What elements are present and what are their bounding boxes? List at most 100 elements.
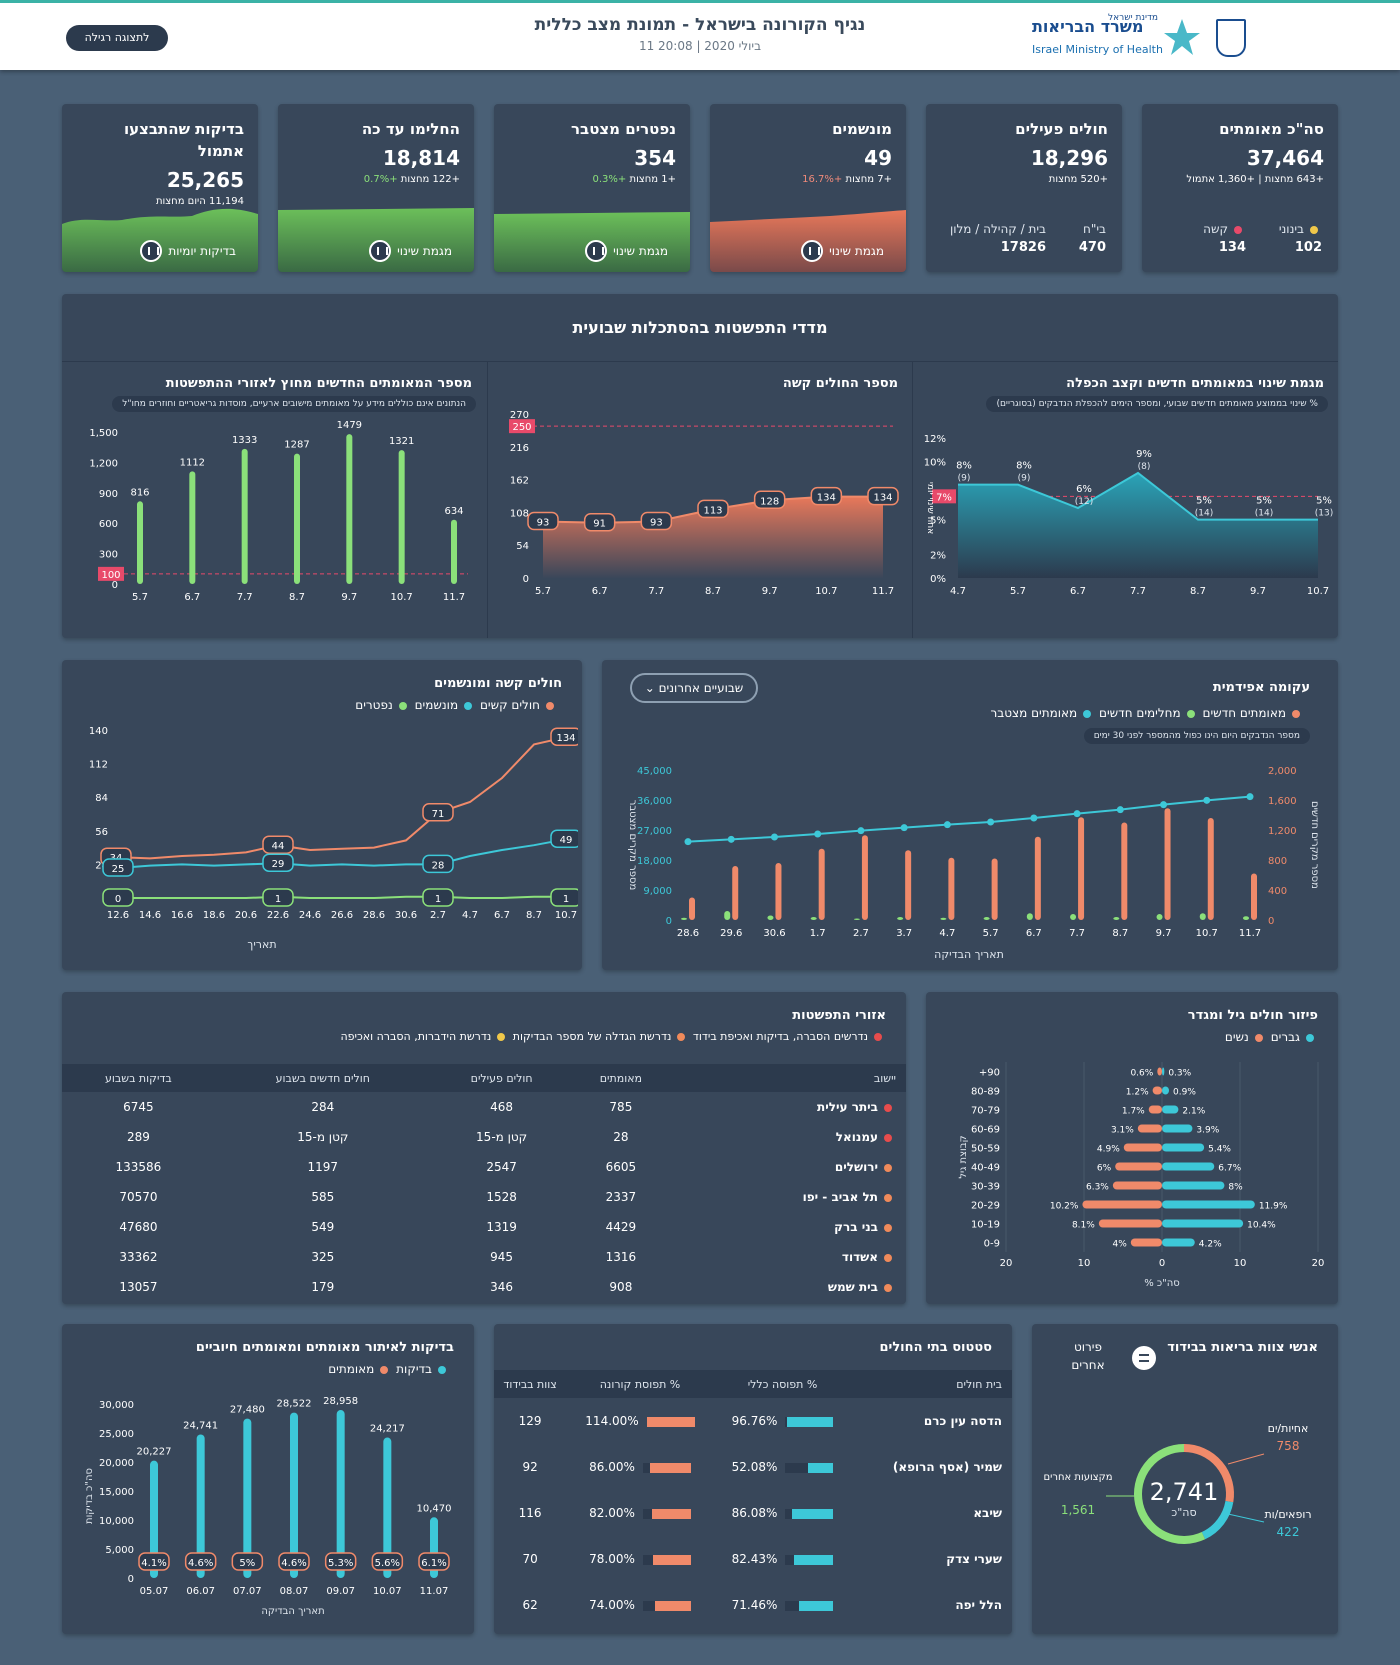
positive-rate-box	[418, 1552, 450, 1571]
doctors-value: 422	[1277, 1525, 1300, 1539]
bar-recovered	[1070, 914, 1077, 920]
table-row[interactable]: ירושלים 6605 2547 1197 133586	[62, 1152, 906, 1182]
table-row[interactable]: הדסה עין כרם 96.76% 114.00% 129	[494, 1398, 1012, 1444]
star-logo-icon	[1164, 19, 1200, 55]
page-date: 11 ביולי 2020 | 20:08	[638, 39, 762, 53]
kpi-tests: בדיקות שהתבצעו אתמול 25,265 11,194 היום …	[62, 104, 258, 272]
bar	[451, 519, 457, 584]
period-dropdown[interactable]: שבועיים אחרונים ⌄	[630, 673, 758, 703]
data-label-box	[583, 512, 616, 532]
vent-label: 49	[560, 835, 573, 846]
col-header[interactable]: מאומתים	[572, 1064, 670, 1092]
dead-label: 0	[115, 894, 121, 905]
table-row[interactable]: עמנואל 28 קטן מ-15 קטן מ-15 289	[62, 1122, 906, 1152]
data-label-box	[697, 499, 729, 519]
bar-recovered	[1026, 913, 1033, 920]
daily-tests-button[interactable]: בדיקות יומיות	[140, 240, 236, 262]
x-tick-label: 6.7	[184, 592, 200, 603]
x-tick-label: 7.7	[237, 592, 253, 603]
col-header[interactable]: % תפוסת קורונה	[566, 1370, 714, 1398]
x-tick-label: 8.7	[289, 592, 305, 603]
data-label-box	[810, 486, 843, 506]
trend-button[interactable]: מגמת שינוי	[585, 240, 668, 262]
dead-label: 1	[275, 894, 281, 905]
kpi-delta: 11,194 היום מחצות	[155, 196, 244, 207]
regular-view-button[interactable]: לתצוגה רגילה	[66, 25, 168, 51]
donut-segment	[1134, 1444, 1206, 1544]
col-header[interactable]: יישוב	[669, 1064, 906, 1092]
row-active: 2547	[486, 1160, 517, 1174]
men-value: 5.4%	[1208, 1145, 1231, 1155]
trend-button[interactable]: מגמת שינוי	[369, 240, 452, 262]
bar-men	[1162, 1105, 1179, 1114]
row-new: קטן מ-15	[297, 1130, 349, 1144]
threshold-badge	[932, 489, 956, 504]
x-tick-label: 10.7	[1196, 928, 1218, 939]
data-label: 93	[537, 518, 550, 529]
corona-bar	[655, 1600, 691, 1611]
kpi-value: 18,814	[382, 146, 460, 170]
bar-recovered	[1243, 916, 1249, 920]
y-tick-label: 10,000	[99, 1516, 134, 1527]
table-row[interactable]: שיבא 86.08% 82.00% 116	[494, 1490, 1012, 1536]
table-row[interactable]: בני ברק 4429 1319 549 47680	[62, 1212, 906, 1242]
table-row[interactable]: הלל יפה 71.46% 74.00% 62	[494, 1582, 1012, 1628]
bar-women	[1112, 1181, 1162, 1190]
cumulative-point	[770, 833, 778, 841]
donut-segment	[1183, 1444, 1234, 1503]
col-header[interactable]: חולים פעילים	[430, 1064, 573, 1092]
bar-recovered	[681, 917, 687, 920]
row-new: 284	[311, 1100, 335, 1114]
age-legend: גברים נשים	[1225, 1030, 1318, 1044]
doubling-label: (9)	[958, 474, 971, 484]
x-tick-label: 11.7	[872, 586, 894, 597]
y-axis-label-right: מספר מקרים חדשים	[1309, 801, 1320, 889]
y-tick-label: 2%	[930, 551, 946, 562]
dead-label: 1	[435, 894, 441, 905]
positive-rate: 4.1%	[141, 1558, 166, 1569]
corona-bar	[651, 1508, 691, 1519]
x-tick-label: 22.6	[267, 910, 289, 921]
bar	[294, 453, 300, 584]
threshold-badge	[509, 419, 535, 434]
chart1-note: % שינוי בממוצע מאומתים חדשים שבועי, ומספ…	[986, 396, 1328, 412]
vent-label: 29	[272, 859, 285, 870]
col-header[interactable]: צוות בבידוד	[494, 1370, 567, 1398]
data-label: 8%	[956, 461, 972, 472]
col-header[interactable]: בדיקות בשבוע	[62, 1064, 215, 1092]
chart-icon	[369, 240, 392, 262]
doubling-label: (14)	[1255, 509, 1273, 519]
bar	[346, 434, 353, 584]
table-row[interactable]: אשדוד 1316 945 325 33362	[62, 1242, 906, 1272]
area-fill	[958, 473, 1318, 578]
trend-button[interactable]: מגמת שינוי	[801, 240, 884, 262]
other-label: מקצועות אחרים	[1043, 1472, 1112, 1483]
doubling-label: (13)	[1315, 509, 1333, 519]
data-label: 8%	[1016, 461, 1032, 472]
new-cases-outside-chart: 0 300 600 900 1,200 1,500 100 816 1112 1333 1287 14…	[89, 420, 468, 603]
men-value: 6.7%	[1218, 1164, 1241, 1174]
row-city: בני ברק	[669, 1212, 906, 1242]
col-header[interactable]: חולים חדשים בשבוע	[214, 1064, 431, 1092]
table-row[interactable]: תל אביב - יפו 2337 1528 585 70570	[62, 1182, 906, 1212]
data-label: 27,480	[230, 1405, 265, 1416]
bar-women	[1082, 1200, 1162, 1209]
y-tick-label: 12%	[924, 434, 946, 445]
col-header[interactable]: בית חולים	[851, 1370, 1012, 1398]
table-row[interactable]: שמיר (אסף הרופא) 52.08% 86.00% 92	[494, 1444, 1012, 1490]
table-row[interactable]: בית שמש 908 346 179 13057	[62, 1272, 906, 1302]
x-tick-label: 6.7	[1026, 928, 1042, 939]
y-axis-label-left: מספר מקרים מצטבר	[627, 800, 638, 891]
row-new: 585	[311, 1190, 335, 1204]
tests-title: בדיקות לאיתור מאומתים ומאומתים חיוביים	[195, 1340, 454, 1355]
bar-women	[1148, 1105, 1162, 1114]
table-row[interactable]: שערי צדק 82.43% 78.00% 70	[494, 1536, 1012, 1582]
weekly-title: מדדי התפשטות בהסתכלות שבועית	[62, 294, 1338, 362]
chart-icon	[140, 240, 163, 262]
age-group-label: +90	[979, 1068, 1000, 1079]
table-row[interactable]: ביתר עילית 785 468 284 6745	[62, 1092, 906, 1122]
bar	[137, 501, 143, 584]
others-breakdown-link[interactable]: פירוט אחרים	[1071, 1340, 1105, 1372]
col-header[interactable]: % תפוסה כללי	[713, 1370, 852, 1398]
list-icon[interactable]	[1132, 1346, 1156, 1370]
